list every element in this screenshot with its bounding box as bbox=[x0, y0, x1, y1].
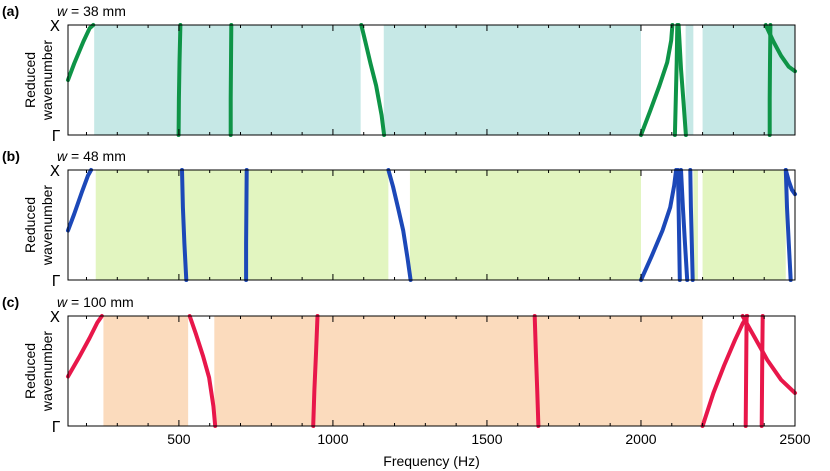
dispersion-branch-8 bbox=[688, 168, 695, 282]
dispersion-branch-10 bbox=[783, 168, 797, 197]
bandgap-3 bbox=[693, 170, 698, 280]
y-axis-label-line-2: wavenumber bbox=[39, 40, 55, 121]
width-value: = 100 mm bbox=[67, 294, 134, 310]
y-tick-label-x: X bbox=[50, 17, 60, 35]
bandgap-4 bbox=[702, 170, 786, 280]
dispersion-branch-1 bbox=[66, 168, 94, 233]
dispersion-branch-2 bbox=[180, 168, 189, 282]
dispersion-branch-2 bbox=[187, 314, 218, 428]
panel-label: (b) bbox=[2, 148, 20, 164]
y-tick-label-x: X bbox=[50, 308, 60, 326]
x-tick-label: 1500 bbox=[471, 431, 502, 447]
width-symbol: w bbox=[57, 3, 68, 19]
x-tick-label: 2000 bbox=[625, 431, 656, 447]
dispersion-branch-5 bbox=[639, 23, 675, 137]
y-axis-label-line-1: Reduced bbox=[22, 197, 38, 253]
y-tick-label-x: X bbox=[50, 162, 60, 180]
dispersion-branch-1 bbox=[66, 314, 104, 379]
width-label: w = 48 mm bbox=[57, 148, 126, 164]
y-tick-label-gamma: Γ bbox=[52, 127, 61, 145]
dispersion-branch-1 bbox=[66, 23, 96, 82]
y-axis-label-line-2: wavenumber bbox=[39, 331, 55, 412]
width-label: w = 100 mm bbox=[57, 294, 134, 310]
dispersion-branch-4 bbox=[532, 314, 541, 428]
dispersion-branch-7 bbox=[676, 23, 688, 137]
dispersion-branch-4 bbox=[386, 168, 413, 282]
dispersion-branch-2 bbox=[176, 23, 183, 137]
dispersion-branch-9 bbox=[783, 168, 793, 282]
y-axis-label-line-2: wavenumber bbox=[39, 185, 55, 266]
dispersion-branch-5 bbox=[639, 168, 679, 282]
y-axis-label-line-1: Reduced bbox=[22, 343, 38, 399]
dispersion-branch-8 bbox=[740, 314, 797, 395]
y-tick-label-gamma: Γ bbox=[52, 272, 61, 290]
dispersion-branch-9 bbox=[763, 23, 797, 74]
panel-2: X Γ Reduced wavenumber (b) w = 48 mm bbox=[2, 148, 797, 290]
width-value: = 38 mm bbox=[67, 3, 126, 19]
x-tick-label: 1000 bbox=[317, 431, 348, 447]
bandgap-2 bbox=[383, 25, 641, 135]
plot-frame bbox=[67, 169, 796, 281]
dispersion-branch-5 bbox=[700, 314, 750, 428]
dispersion-branch-3 bbox=[244, 168, 249, 282]
width-symbol: w bbox=[57, 294, 68, 310]
width-value: = 48 mm bbox=[67, 148, 126, 164]
plot-frame bbox=[67, 315, 796, 427]
dispersion-branch-6 bbox=[675, 168, 682, 282]
bandgap-3 bbox=[685, 25, 694, 135]
x-axis-label: Frequency (Hz) bbox=[383, 453, 479, 469]
dispersion-branch-8 bbox=[767, 23, 773, 137]
bandgap-1 bbox=[95, 170, 389, 280]
dispersion-branch-6 bbox=[672, 23, 680, 137]
dispersion-branch-3 bbox=[228, 23, 234, 137]
bandgap-4 bbox=[702, 25, 795, 135]
dispersion-branch-3 bbox=[311, 314, 320, 428]
bandgap-1 bbox=[103, 316, 189, 426]
bandgap-1 bbox=[94, 25, 361, 135]
panel-label: (c) bbox=[2, 294, 19, 310]
dispersion-branch-4 bbox=[359, 23, 387, 137]
panel-label: (a) bbox=[2, 3, 19, 19]
dispersion-branch-6 bbox=[743, 314, 749, 428]
bandgap-2 bbox=[214, 316, 703, 426]
width-label: w = 38 mm bbox=[57, 3, 126, 19]
width-symbol: w bbox=[57, 148, 68, 164]
plot-frame bbox=[67, 24, 796, 136]
y-axis-label-line-1: Reduced bbox=[22, 52, 38, 108]
x-tick-label: 500 bbox=[167, 431, 191, 447]
dispersion-branch-7 bbox=[759, 314, 765, 428]
x-tick-label: 2500 bbox=[779, 431, 810, 447]
panel-3: X Γ Reduced wavenumber (c) w = 100 mm 500 1000 1… bbox=[2, 294, 811, 447]
panel-1: X Γ Reduced wavenumber (a) w = 38 mm bbox=[2, 3, 797, 145]
dispersion-branch-7 bbox=[679, 168, 690, 282]
bandgap-2 bbox=[409, 170, 641, 280]
y-tick-label-gamma: Γ bbox=[52, 418, 61, 436]
